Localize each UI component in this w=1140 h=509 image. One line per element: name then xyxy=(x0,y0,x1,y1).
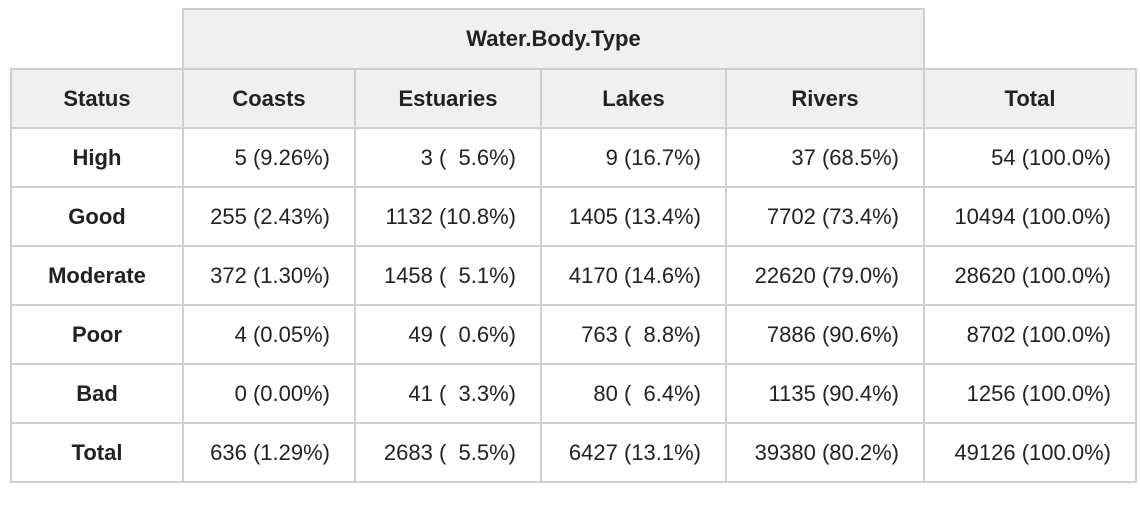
table-cell: 255 (2.43%) xyxy=(182,186,356,247)
row-label-high: High xyxy=(10,127,184,188)
row-label-poor: Poor xyxy=(10,304,184,365)
corner-cell-right xyxy=(923,9,1136,70)
table-cell: 2683 ( 5.5%) xyxy=(354,422,542,483)
table-cell: 41 ( 3.3%) xyxy=(354,363,542,424)
column-header-row: Status Coasts Estuaries Lakes Rivers Tot… xyxy=(10,68,1137,129)
table-cell: 49126 (100.0%) xyxy=(923,422,1137,483)
table-cell: 28620 (100.0%) xyxy=(923,245,1137,306)
table-cell: 0 (0.00%) xyxy=(182,363,356,424)
table-cell: 1135 (90.4%) xyxy=(725,363,925,424)
table-cell: 7702 (73.4%) xyxy=(725,186,925,247)
column-header-estuaries: Estuaries xyxy=(354,68,542,129)
crosstab-table: Water.Body.Type Status Coasts Estuaries … xyxy=(10,8,1137,483)
table-row-total: Total 636 (1.29%) 2683 ( 5.5%) 6427 (13.… xyxy=(10,422,1137,483)
table-cell: 10494 (100.0%) xyxy=(923,186,1137,247)
group-header-row: Water.Body.Type xyxy=(11,8,1136,70)
table-row: Moderate 372 (1.30%) 1458 ( 5.1%) 4170 (… xyxy=(10,245,1137,306)
column-header-status: Status xyxy=(10,68,184,129)
corner-cell xyxy=(11,9,184,70)
table-cell: 8702 (100.0%) xyxy=(923,304,1137,365)
table-cell: 636 (1.29%) xyxy=(182,422,356,483)
row-label-moderate: Moderate xyxy=(10,245,184,306)
row-label-bad: Bad xyxy=(10,363,184,424)
table-cell: 4 (0.05%) xyxy=(182,304,356,365)
row-label-good: Good xyxy=(10,186,184,247)
table-cell: 7886 (90.6%) xyxy=(725,304,925,365)
table-cell: 37 (68.5%) xyxy=(725,127,925,188)
table-cell: 763 ( 8.8%) xyxy=(540,304,727,365)
table-cell: 1458 ( 5.1%) xyxy=(354,245,542,306)
table-cell: 1405 (13.4%) xyxy=(540,186,727,247)
table-row: Poor 4 (0.05%) 49 ( 0.6%) 763 ( 8.8%) 78… xyxy=(10,304,1137,365)
column-header-lakes: Lakes xyxy=(540,68,727,129)
table-row: Bad 0 (0.00%) 41 ( 3.3%) 80 ( 6.4%) 1135… xyxy=(10,363,1137,424)
group-header-water-body-type: Water.Body.Type xyxy=(182,8,925,70)
table-cell: 9 (16.7%) xyxy=(540,127,727,188)
table-cell: 1132 (10.8%) xyxy=(354,186,542,247)
crosstab-container: Water.Body.Type Status Coasts Estuaries … xyxy=(10,8,1137,483)
column-header-coasts: Coasts xyxy=(182,68,356,129)
table-cell: 22620 (79.0%) xyxy=(725,245,925,306)
table-cell: 39380 (80.2%) xyxy=(725,422,925,483)
table-row: High 5 (9.26%) 3 ( 5.6%) 9 (16.7%) 37 (6… xyxy=(10,127,1137,188)
table-cell: 80 ( 6.4%) xyxy=(540,363,727,424)
table-cell: 6427 (13.1%) xyxy=(540,422,727,483)
table-row: Good 255 (2.43%) 1132 (10.8%) 1405 (13.4… xyxy=(10,186,1137,247)
column-header-total: Total xyxy=(923,68,1137,129)
table-cell: 3 ( 5.6%) xyxy=(354,127,542,188)
table-cell: 5 (9.26%) xyxy=(182,127,356,188)
column-header-rivers: Rivers xyxy=(725,68,925,129)
table-cell: 54 (100.0%) xyxy=(923,127,1137,188)
table-cell: 372 (1.30%) xyxy=(182,245,356,306)
table-cell: 49 ( 0.6%) xyxy=(354,304,542,365)
row-label-total: Total xyxy=(10,422,184,483)
table-cell: 4170 (14.6%) xyxy=(540,245,727,306)
table-cell: 1256 (100.0%) xyxy=(923,363,1137,424)
